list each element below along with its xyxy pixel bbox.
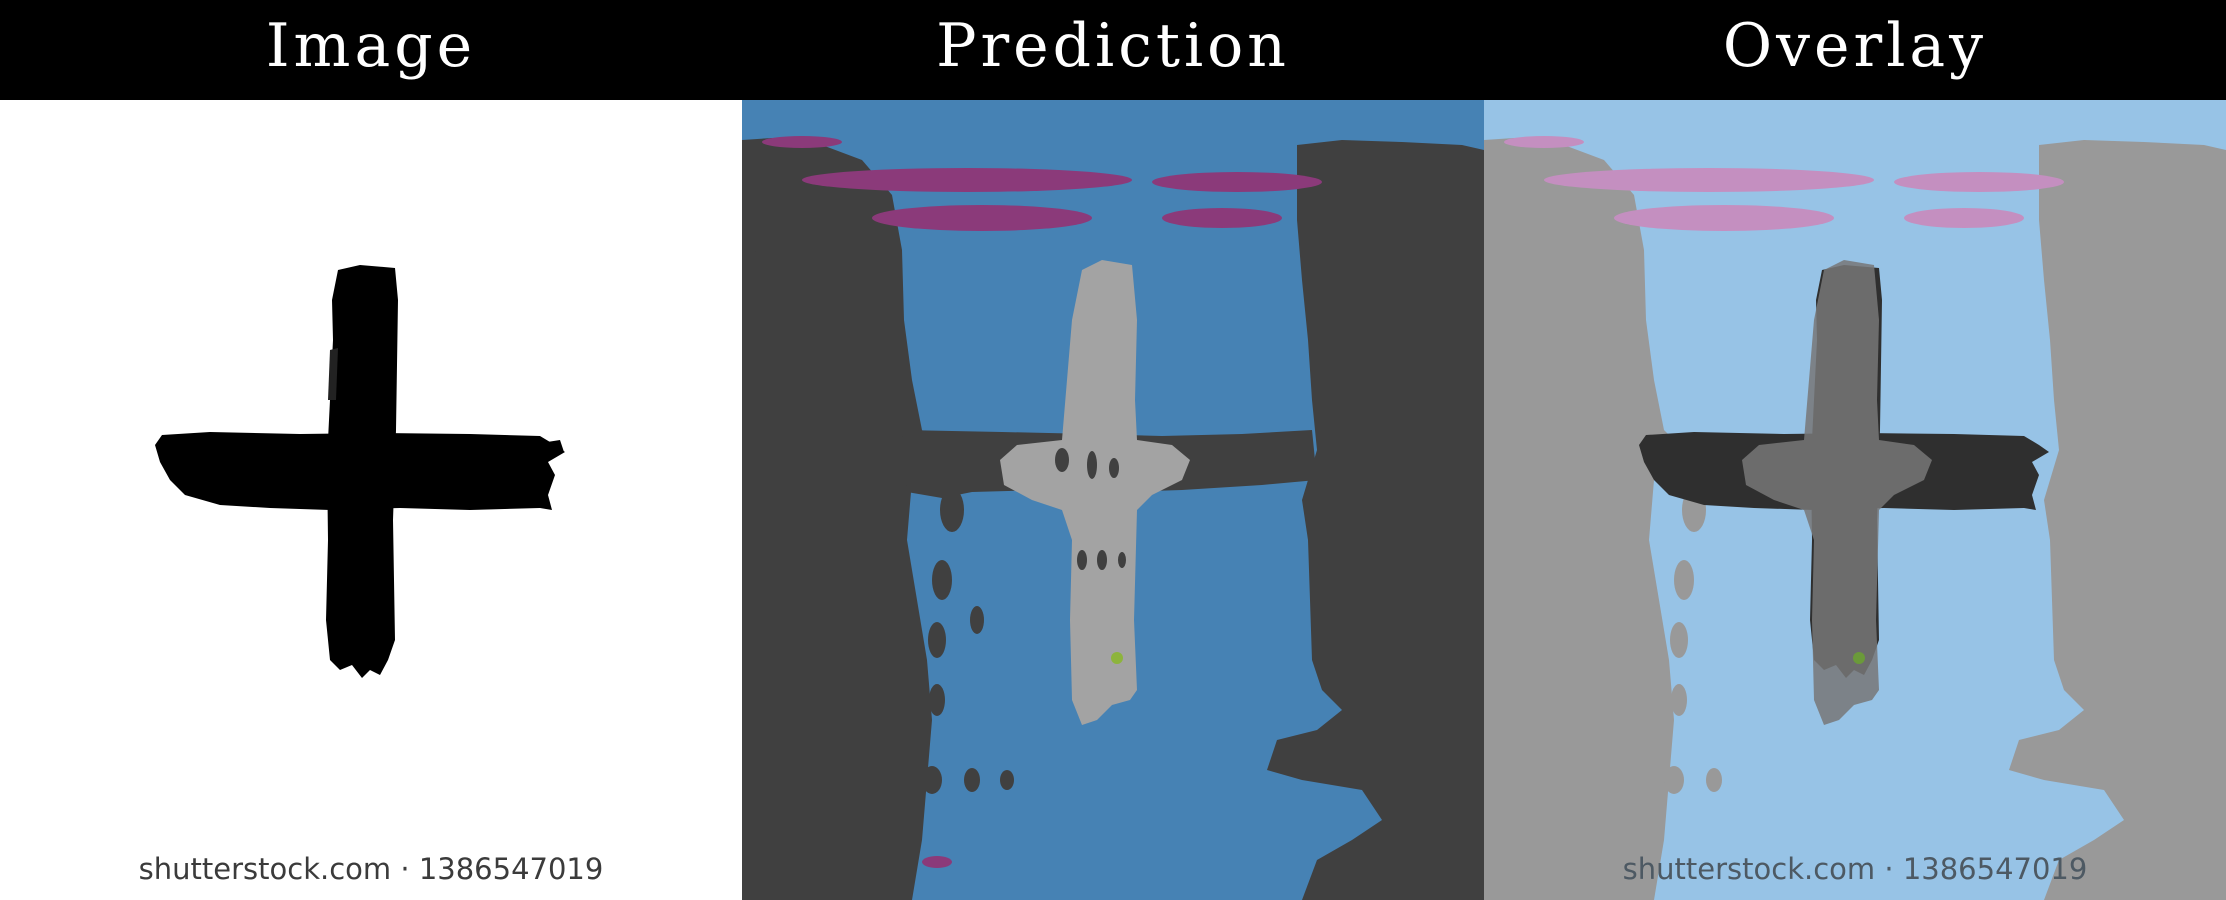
- prediction-cross-region: [1000, 260, 1190, 725]
- prediction-magenta-regions: [762, 136, 1322, 868]
- prediction-panel: [742, 100, 1484, 900]
- prediction-cross-holes: [1055, 448, 1126, 570]
- overlay-gray-regions: [1484, 138, 2226, 900]
- image-svg: [0, 100, 742, 900]
- overlay-cross-prediction: [1742, 260, 1932, 725]
- overlay-green-spot: [1853, 652, 1865, 664]
- brush-cross: [155, 265, 565, 678]
- header-bar: Image Prediction Overlay: [0, 0, 2226, 100]
- title-prediction: Prediction: [936, 11, 1290, 81]
- title-image: Image: [265, 11, 477, 81]
- image-panel: shutterstock.com · 1386547019: [0, 100, 742, 900]
- prediction-svg: [742, 100, 1484, 900]
- prediction-dark-regions: [742, 138, 1484, 900]
- overlay-panel: shutterstock.com · 1386547019: [1484, 100, 2226, 900]
- overlay-watermark-text: shutterstock.com · 1386547019: [1622, 852, 2088, 886]
- watermark-text: shutterstock.com · 1386547019: [138, 852, 604, 886]
- title-overlay: Overlay: [1722, 11, 1988, 81]
- overlay-svg: [1484, 100, 2226, 900]
- prediction-green-spot: [1111, 652, 1123, 664]
- overlay-magenta-regions: [1504, 136, 2064, 231]
